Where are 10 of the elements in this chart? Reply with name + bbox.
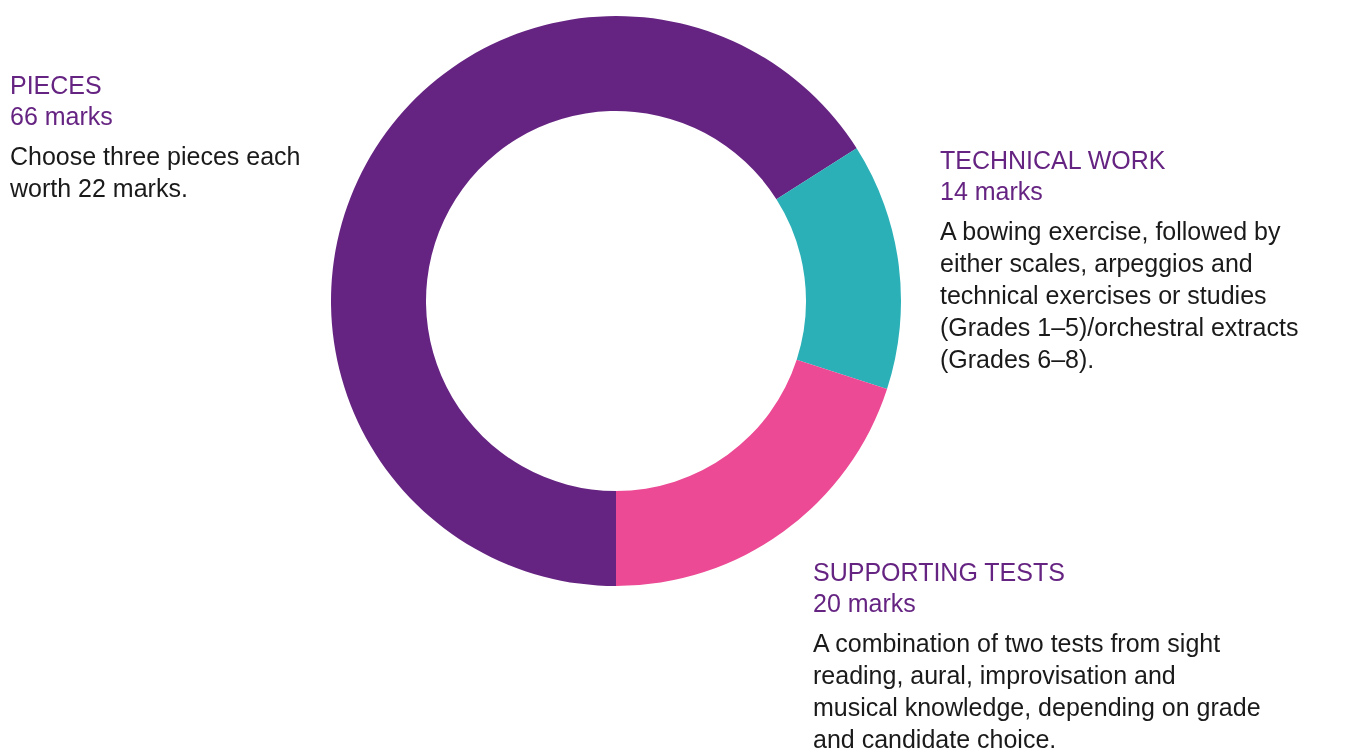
text: A combination of two tests from sight reading, aural, improvisation and musical knowledge, depending on grade and candidate choice. [813,628,1262,753]
text: Choose three pieces each worth 22 marks. [10,141,302,204]
slice-label: SUPPORTING TESTS [813,557,1066,588]
slice-label: PIECES [10,70,103,101]
donut-slice [776,148,901,390]
text: A bowing exercise, followed by either scales, arpeggios and technical exercises or studies (Grades 1–5)/orchestral extracts (Grades 6–8). [940,216,1300,375]
data-label: 20 marks [813,588,917,619]
slice-label: TECHNICAL WORK [940,145,1167,176]
data-label: 14 marks [940,176,1044,207]
data-label: 66 marks [10,101,114,132]
